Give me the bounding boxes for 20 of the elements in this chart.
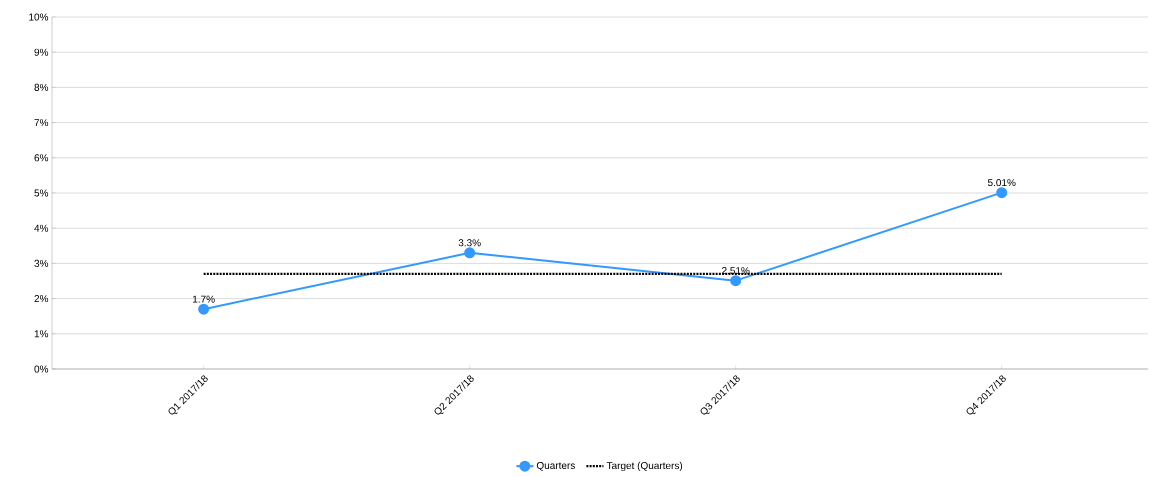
y-tick-label: 1% [34, 330, 49, 338]
y-tick-label: 10% [29, 13, 49, 21]
y-tick-label: 2% [34, 295, 49, 303]
point [464, 247, 476, 259]
point [198, 303, 210, 315]
point [730, 275, 742, 287]
y-tick-label: 8% [34, 83, 49, 91]
data-label: 1.7% [193, 295, 215, 303]
data-label: 3.3% [458, 239, 481, 247]
data-label: 5.01% [987, 179, 1016, 187]
y-tick-label: 4% [34, 224, 49, 232]
legend-label: Quarters [536, 461, 575, 471]
y-tick-label: 6% [34, 154, 49, 162]
y-tick-label: 5% [34, 189, 49, 197]
y-tick-label: 0% [34, 365, 49, 373]
legend-label: Target (Quarters) [606, 461, 683, 472]
y-tick-label: 9% [34, 48, 49, 56]
y-tick-label: 3% [34, 259, 49, 267]
point [996, 187, 1008, 199]
y-tick-label: 7% [34, 119, 49, 127]
